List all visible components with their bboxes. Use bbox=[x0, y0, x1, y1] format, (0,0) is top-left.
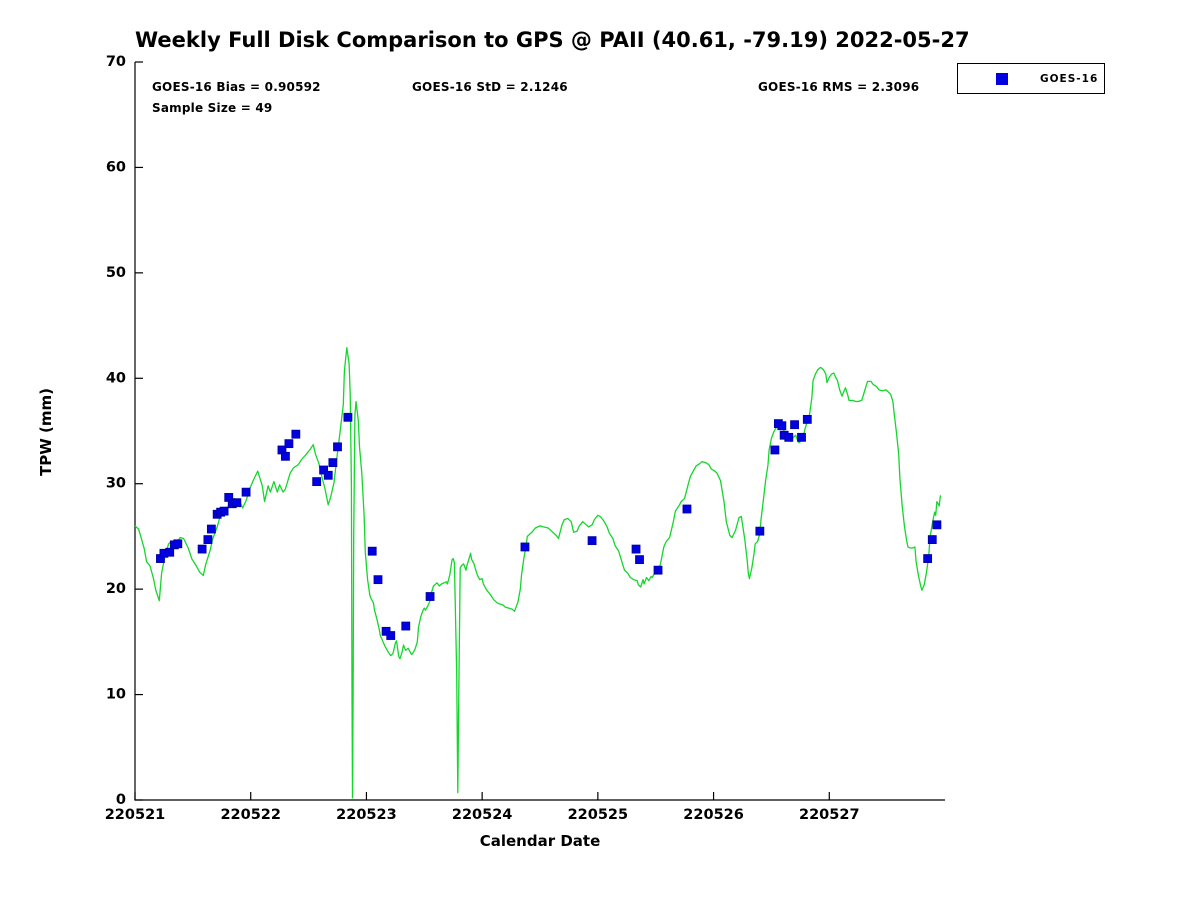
goes16-marker bbox=[165, 547, 175, 557]
goes16-marker bbox=[281, 451, 290, 461]
goes16-marker bbox=[682, 504, 692, 514]
goes16-marker bbox=[927, 535, 937, 544]
y-tick-label: 60 bbox=[106, 159, 126, 175]
goes16-marker bbox=[367, 546, 377, 556]
goes16-marker bbox=[328, 458, 338, 468]
legend-series-label: GOES-16 bbox=[1040, 72, 1099, 85]
goes16-marker bbox=[755, 526, 765, 536]
goes16-marker bbox=[425, 592, 435, 601]
goes16-marker bbox=[932, 520, 942, 530]
y-tick-label: 70 bbox=[106, 54, 126, 70]
x-tick-label: 220522 bbox=[220, 807, 281, 823]
goes16-marker bbox=[653, 565, 663, 575]
x-tick-label: 220526 bbox=[683, 807, 744, 823]
goes16-marker bbox=[802, 415, 812, 424]
goes16-marker bbox=[784, 432, 794, 442]
goes16-marker bbox=[291, 429, 301, 439]
goes16-marker bbox=[173, 539, 183, 549]
gps-line-series bbox=[134, 347, 942, 799]
goes16-marker bbox=[284, 439, 294, 449]
goes16-marker bbox=[333, 442, 342, 452]
legend: GOES-16 bbox=[957, 63, 1105, 94]
goes16-marker bbox=[373, 575, 383, 585]
goes16-marker bbox=[587, 536, 597, 546]
y-tick-label: 50 bbox=[106, 265, 126, 281]
goes16-marker bbox=[770, 445, 780, 455]
y-axis-label: TPW (mm) bbox=[37, 388, 55, 476]
goes16-marker bbox=[343, 412, 353, 422]
goes16-marker bbox=[232, 498, 242, 508]
goes16-marker bbox=[219, 506, 229, 516]
stat-bias: GOES-16 Bias = 0.90592 bbox=[152, 80, 321, 94]
goes16-marker bbox=[323, 470, 333, 480]
goes16-marker bbox=[386, 631, 396, 640]
goes16-marker bbox=[520, 542, 530, 552]
goes16-marker bbox=[790, 420, 799, 430]
x-tick-label: 220523 bbox=[336, 807, 397, 823]
goes16-marker bbox=[401, 621, 411, 631]
x-tick-label: 220527 bbox=[799, 807, 860, 823]
goes16-marker bbox=[797, 432, 806, 442]
goes16-marker bbox=[312, 477, 322, 487]
y-tick-label: 30 bbox=[106, 476, 126, 492]
goes16-marker bbox=[923, 554, 933, 563]
stat-std: GOES-16 StD = 2.1246 bbox=[412, 80, 568, 94]
goes16-marker bbox=[197, 544, 207, 554]
x-tick-label: 220521 bbox=[105, 807, 166, 823]
y-tick-label: 10 bbox=[106, 687, 126, 703]
y-tick-label: 0 bbox=[116, 792, 126, 808]
stat-rms: GOES-16 RMS = 2.3096 bbox=[758, 80, 920, 94]
legend-square-marker-icon bbox=[996, 72, 1008, 85]
chart-title: Weekly Full Disk Comparison to GPS @ PAI… bbox=[135, 28, 970, 52]
goes16-marker bbox=[319, 465, 329, 475]
x-axis-label: Calendar Date bbox=[479, 832, 601, 850]
goes16-marker bbox=[241, 487, 251, 497]
x-tick-label: 220524 bbox=[452, 807, 513, 823]
y-tick-label: 40 bbox=[106, 370, 126, 386]
x-tick-label: 220525 bbox=[568, 807, 629, 823]
goes16-marker bbox=[203, 535, 213, 544]
goes16-marker bbox=[777, 421, 787, 431]
goes16-marker bbox=[206, 524, 216, 534]
goes16-marker bbox=[631, 544, 641, 554]
goes16-marker bbox=[635, 555, 644, 565]
stat-sample-size: Sample Size = 49 bbox=[152, 101, 273, 115]
y-tick-label: 20 bbox=[106, 581, 126, 597]
